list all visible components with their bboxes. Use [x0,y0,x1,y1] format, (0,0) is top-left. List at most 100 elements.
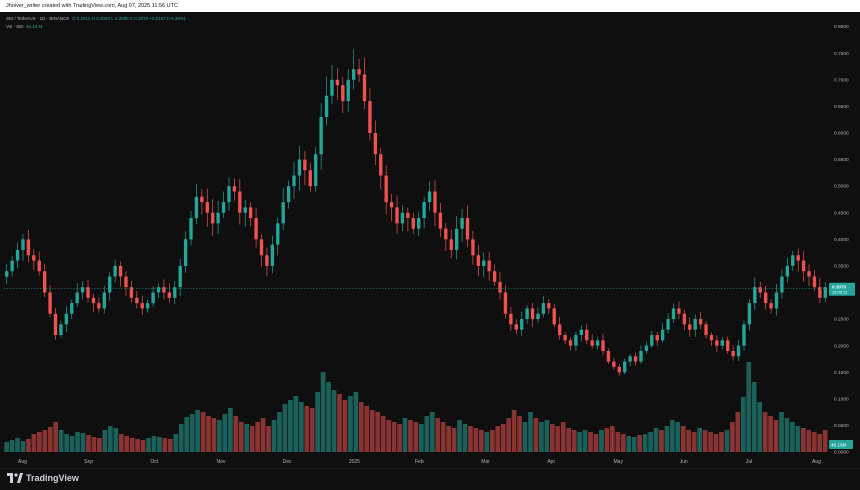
attribution-text: Jhoiver_writer created with TradingView.… [6,3,178,9]
candle-body [487,260,491,272]
candle-body [59,324,63,336]
price-axis-label: 0.1000 [834,396,849,402]
candle-body [238,191,242,213]
candle-body [731,350,735,357]
volume-bar [255,422,260,452]
volume-bar [429,412,435,452]
volume-bar [670,420,675,452]
volume-bar [64,434,69,452]
symbol-row: SEI / TetherUS · 1D · BINANCE O 0.2912 H… [6,15,185,23]
volume-bar [615,432,621,452]
volume-bar [80,433,86,452]
time-axis-label: Sep [84,459,93,465]
volume-bar [577,432,582,452]
volume-bar [342,400,348,452]
candle-body [579,329,584,336]
volume-bar [424,416,430,452]
candle-body [747,303,752,325]
volume-bar [157,437,162,452]
volume-bar [599,430,604,452]
candle-body [221,202,226,213]
ohlc-values: O 0.2912 H 0.3092 L 0.2885 C 0.3070 +0.0… [71,16,186,21]
symbol-label[interactable]: SEI / TetherUS · 1D · BINANCE [6,16,70,21]
price-axis-label: 0.8000 [834,24,849,30]
candle-body [227,186,231,203]
brand-label: TradingView [26,473,79,483]
candle-body [211,212,215,224]
volume-bar [686,430,692,452]
candle-body [601,340,605,351]
volume-bar [801,428,806,452]
volume-bar [277,412,282,452]
time-axis-label: Jul [746,459,752,465]
volume-bar [386,420,391,452]
candle-body [53,313,58,336]
candle-body [178,265,182,288]
tradingview-logo[interactable]: TradingView [7,473,79,483]
volume-bar [751,382,757,452]
candle-body [823,287,827,298]
volume-bar [582,430,588,452]
volume-bar [790,422,795,452]
candle-body [124,276,128,288]
candle-body [595,340,600,346]
volume-bar [588,432,593,452]
candle-body [520,319,524,330]
candle-body [427,191,432,203]
candle-body [454,228,459,250]
candle-body [606,350,611,362]
candle-body [362,74,367,102]
candle-body [259,239,264,256]
volume-bar [102,430,108,452]
volume-bar [135,439,140,452]
candle-body [37,260,41,272]
candle-body [48,292,52,314]
volume-bar [124,436,130,452]
volume-bar [779,412,784,452]
price-axis-label: 0.5000 [834,184,849,190]
volume-bar [397,424,402,452]
volume-bar [817,434,823,452]
volume-bar [435,418,441,452]
volume-bar [228,408,233,452]
volume-bar [26,439,31,452]
price-axis-label: 0.4000 [834,237,849,243]
volume-bar [680,426,686,452]
volume-bar [107,426,113,452]
volume-bar [86,435,91,452]
volume-bar [691,432,697,452]
candle-body [80,287,85,293]
candle-body [444,228,448,240]
price-chart[interactable]: 0.8000 0.7500 0.7000 0.6500 0.6000 0.5500 0.50… [0,12,860,468]
volume-row: Vol · SEI 46.19 M [6,23,185,31]
volume-bar [549,424,555,452]
candle-body [552,308,556,325]
candle-body [585,329,589,341]
candle-body [791,255,795,266]
candle-body [514,324,518,330]
volume-badge-text: 46.19M [831,443,846,448]
time-axis-label: Nov [217,459,226,465]
candle-body [324,95,329,118]
candle-body [623,361,627,373]
candle-body [15,249,20,261]
volume-bar [75,432,80,452]
volume-bar [217,420,222,452]
volume-bar [784,418,790,452]
volume-label[interactable]: Vol · SEI [6,24,24,29]
candle-body [346,79,350,102]
candle-body [536,313,540,320]
volume-bar [451,428,457,452]
countdown-text: 12:03:11 [832,290,848,295]
volume-value: 46.19 M [26,24,43,29]
volume-bar [473,428,479,452]
candle-body [167,292,172,298]
candle-body [189,218,193,240]
candle-body [796,255,800,261]
candle-body [232,186,237,192]
candle-body [644,345,649,351]
volume-bar [309,408,315,452]
volume-bar [517,416,522,452]
candle-body [200,196,204,203]
price-axis-label: 0.4500 [834,210,849,216]
